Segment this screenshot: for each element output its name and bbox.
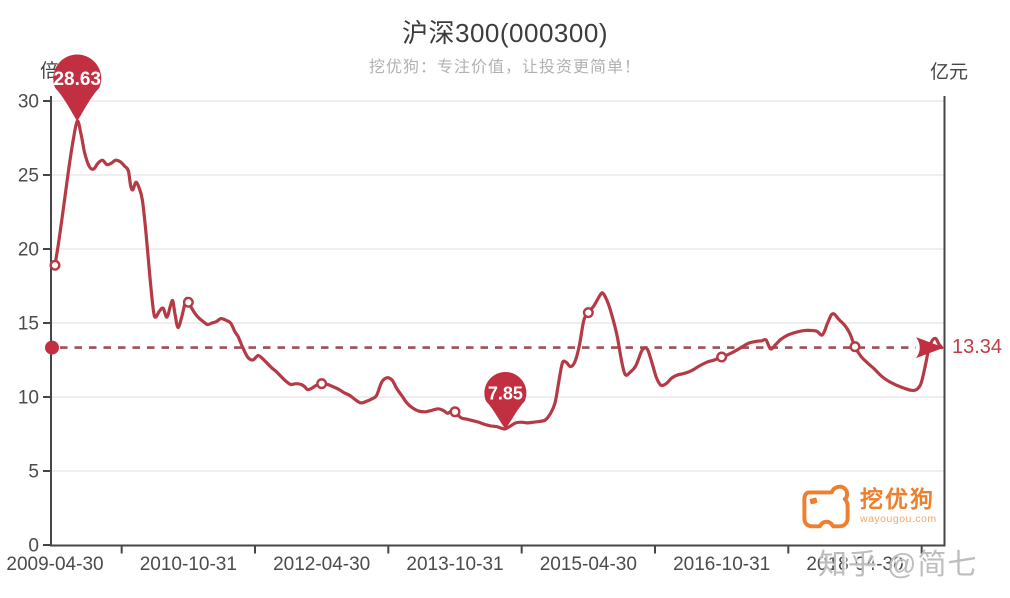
y-tick-label: 25 — [18, 166, 39, 187]
annotation-pin-label: 7.85 — [488, 383, 523, 403]
y-axis-unit-right: 亿元 — [929, 62, 968, 83]
ref-line-value-label: 13.34 — [952, 336, 1003, 358]
x-tick-label: 2018-04-30 — [806, 554, 903, 575]
annotation-pin-label: 28.63 — [53, 69, 101, 90]
data-point-marker[interactable] — [182, 296, 194, 308]
chart-title: 沪深300(000300) — [402, 18, 608, 48]
data-point-marker[interactable] — [316, 378, 328, 390]
y-tick-label: 5 — [28, 462, 39, 483]
chart-subtitle: 挖优狗：专注价值，让投资更简单！ — [368, 59, 641, 76]
data-point-marker[interactable] — [582, 307, 594, 319]
y-tick-label: 10 — [18, 388, 39, 409]
x-tick-label: 2016-10-31 — [673, 554, 770, 575]
logo-domain: wayougou.com — [860, 513, 937, 526]
x-tick-label: 2012-04-30 — [273, 554, 370, 575]
wayougou-logo: 挖优狗 wayougou.com — [799, 484, 937, 531]
x-tick-label: 2013-10-31 — [406, 554, 503, 575]
annotation-pin[interactable] — [484, 371, 527, 429]
logo-name: 挖优狗 — [860, 486, 935, 512]
data-point-marker[interactable] — [449, 406, 461, 418]
y-tick-label: 15 — [18, 314, 39, 335]
data-point-marker[interactable] — [716, 351, 728, 363]
dog-face-icon — [802, 484, 850, 529]
x-tick-label: 2015-04-30 — [540, 554, 637, 575]
y-tick-label: 0 — [28, 536, 39, 557]
ref-line-start-dot — [45, 340, 59, 355]
data-point-marker[interactable] — [49, 259, 61, 271]
data-point-marker[interactable] — [849, 341, 861, 353]
x-tick-label: 2009-04-30 — [6, 554, 103, 575]
logo-text: 挖优狗 wayougou.com — [860, 484, 937, 525]
y-tick-label: 20 — [18, 240, 39, 261]
watermark: 知乎 @简七 — [818, 549, 978, 581]
ref-line-arrow-icon — [916, 337, 944, 359]
y-tick-label: 30 — [18, 92, 39, 113]
annotation-pin[interactable] — [53, 54, 102, 122]
x-tick-label: 2010-10-31 — [140, 554, 237, 575]
